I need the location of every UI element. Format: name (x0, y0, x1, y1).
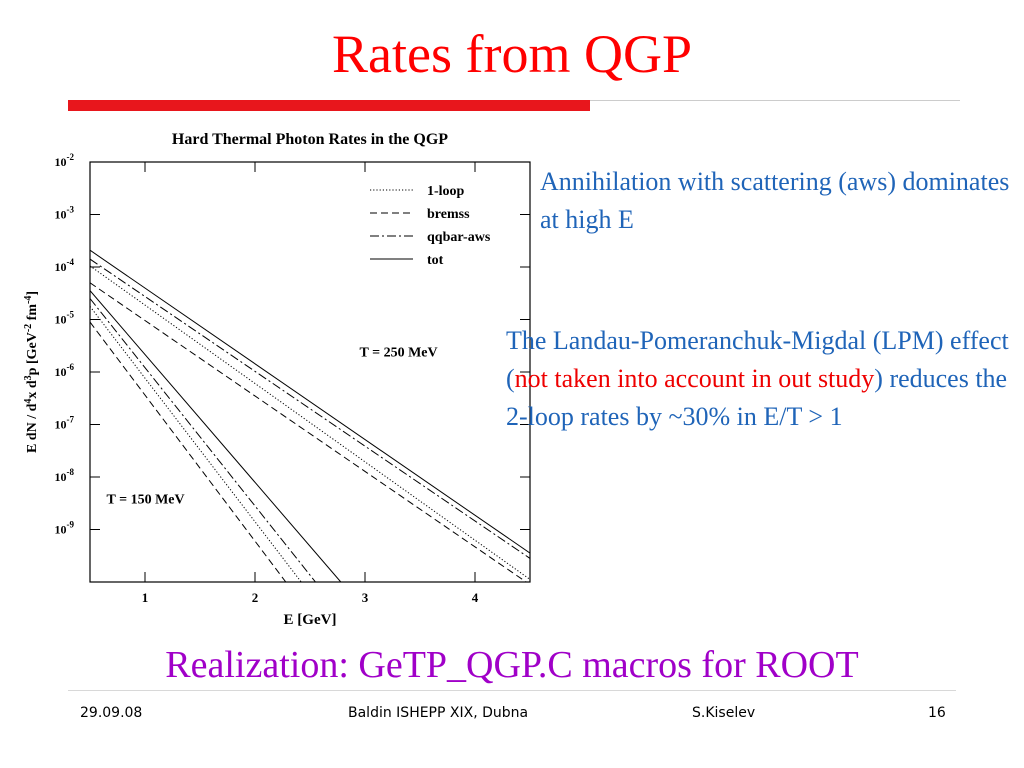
y-tick-label: 10-6 (55, 362, 75, 379)
note-lpm-text-1: The Landau-Pomeranchuk-Migdal (LPM) effe… (506, 326, 1009, 393)
photon-rate-chart: Hard Thermal Photon Rates in the QGP 10-… (23, 131, 531, 628)
chart-legend: 1-loop bremss qqbar-aws tot (370, 184, 491, 268)
note-lpm-effect: The Landau-Pomeranchuk-Migdal (LPM) effe… (506, 322, 1021, 436)
y-tick-label: 10-2 (55, 152, 75, 169)
series-line-1-loop (90, 265, 530, 580)
series-line-bremss (90, 282, 528, 582)
series-line-qqbar-aws (90, 298, 316, 582)
series-line-qqbar-aws (90, 258, 530, 559)
x-tick-label: 3 (362, 590, 369, 605)
series-layer (90, 249, 530, 582)
note-lpm-red-text: not taken into account in out study (514, 364, 875, 393)
y-axis-ticks: 10-2 10-3 10-4 10-5 10-6 10-7 10-8 10-9 (55, 152, 530, 537)
x-axis-label: E [GeV] (284, 612, 337, 628)
x-tick-label: 2 (252, 590, 259, 605)
note-aws-dominates: Annihilation with scattering (aws) domin… (540, 167, 1010, 234)
title-divider (590, 100, 960, 101)
chart-annotations: T = 250 MeV T = 150 MeV (107, 345, 438, 507)
series-line-1-loop (90, 306, 302, 582)
series-line-tot (90, 290, 342, 582)
slide-title: Rates from QGP (332, 24, 692, 84)
note-lpm-text-2: ) reduces the 2-loop rates by ~30% in E/… (506, 364, 1008, 431)
y-tick-label: 10-9 (55, 520, 75, 537)
x-axis-ticks: 1 2 3 4 (142, 162, 479, 605)
footer-divider (68, 690, 956, 691)
footer-page-number: 16 (928, 705, 946, 721)
y-tick-label: 10-7 (55, 415, 75, 432)
temperature-annotation: T = 250 MeV (360, 345, 438, 360)
plot-frame (89, 161, 531, 583)
title-accent-bar (68, 100, 590, 111)
x-tick-label: 4 (472, 590, 479, 605)
legend-label: bremss (427, 207, 470, 222)
y-axis-label: E dN / d4x d3p [GeV-2 fm-4] (23, 291, 41, 453)
y-tick-label: 10-3 (55, 205, 75, 222)
legend-label: tot (427, 253, 444, 268)
legend-label: 1-loop (427, 184, 465, 199)
series-line-bremss (90, 321, 287, 582)
footer-author: S.Kiselev (692, 705, 756, 721)
series-line-tot (90, 249, 530, 554)
realization-text: Realization: GeTP_QGP.C macros for ROOT (165, 644, 859, 686)
y-tick-label: 10-8 (55, 467, 75, 484)
legend-label: qqbar-aws (427, 230, 491, 245)
footer-event: Baldin ISHEPP XIX, Dubna (348, 705, 529, 721)
x-tick-label: 1 (142, 590, 149, 605)
temperature-annotation: T = 150 MeV (107, 492, 185, 507)
footer-date: 29.09.08 (80, 705, 143, 721)
chart-title: Hard Thermal Photon Rates in the QGP (172, 131, 448, 148)
y-tick-label: 10-5 (55, 310, 75, 327)
y-tick-label: 10-4 (55, 257, 75, 274)
